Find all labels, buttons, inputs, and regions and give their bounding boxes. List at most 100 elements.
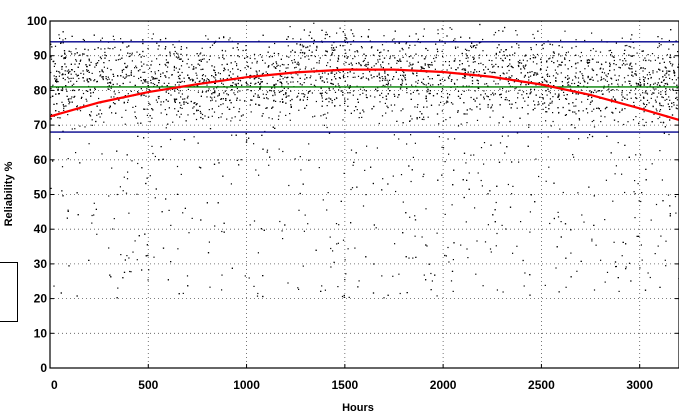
data-point	[635, 116, 637, 118]
data-point	[538, 103, 540, 105]
data-point	[447, 246, 449, 249]
data-point	[150, 64, 152, 66]
data-point	[166, 71, 168, 73]
data-point	[331, 52, 334, 54]
data-point	[581, 214, 583, 216]
data-point	[80, 59, 82, 61]
data-point	[493, 65, 495, 67]
data-point	[400, 60, 402, 62]
data-point	[595, 50, 597, 52]
data-point	[635, 63, 637, 65]
data-point	[522, 97, 524, 99]
data-point	[383, 57, 386, 59]
data-point	[334, 98, 336, 101]
data-point	[271, 64, 273, 66]
data-point	[623, 62, 625, 65]
data-point	[272, 76, 274, 78]
data-point	[502, 116, 504, 118]
data-point	[404, 74, 406, 76]
data-point	[201, 75, 204, 77]
data-point	[496, 232, 498, 235]
data-point	[245, 141, 248, 143]
data-point	[262, 34, 264, 36]
data-point	[344, 259, 346, 261]
data-point	[207, 252, 210, 254]
data-point	[398, 42, 400, 44]
data-point	[146, 88, 148, 90]
data-point	[621, 90, 623, 92]
data-point	[351, 187, 354, 189]
data-point	[450, 80, 452, 82]
data-point	[425, 279, 427, 281]
data-point	[207, 38, 209, 40]
data-point	[663, 61, 665, 63]
data-point	[600, 67, 602, 69]
data-point	[130, 39, 132, 41]
data-point	[290, 90, 292, 92]
data-point	[451, 270, 454, 272]
data-point	[518, 44, 520, 46]
data-point	[58, 75, 60, 77]
data-point	[417, 38, 419, 40]
data-point	[658, 68, 660, 70]
data-point	[258, 96, 260, 98]
data-point	[107, 76, 109, 78]
data-point	[191, 78, 193, 80]
data-point	[315, 79, 317, 81]
data-point	[603, 87, 605, 89]
data-point	[292, 81, 294, 83]
data-point	[545, 120, 547, 122]
data-point	[385, 83, 387, 85]
data-point	[598, 90, 600, 92]
data-point	[287, 76, 289, 78]
data-point	[520, 68, 522, 70]
data-point	[401, 82, 403, 84]
data-point	[230, 55, 232, 57]
data-point	[201, 91, 203, 93]
data-point	[493, 94, 495, 96]
data-point	[356, 186, 358, 188]
data-point	[648, 59, 650, 61]
data-point	[169, 51, 171, 53]
data-point	[53, 75, 55, 77]
data-point	[263, 97, 265, 99]
data-point	[208, 88, 210, 90]
data-point	[294, 158, 296, 160]
data-point	[132, 106, 134, 108]
data-point	[499, 75, 501, 77]
data-point	[336, 32, 338, 34]
data-point	[306, 98, 308, 101]
data-point	[209, 46, 211, 49]
data-point	[313, 67, 315, 69]
data-point	[442, 55, 444, 58]
data-point	[362, 92, 364, 94]
data-point	[120, 75, 122, 77]
data-point	[52, 95, 54, 97]
data-point	[659, 110, 661, 112]
data-point	[459, 97, 461, 99]
data-point	[347, 92, 349, 94]
data-point	[247, 65, 249, 67]
data-point	[393, 76, 395, 78]
data-point	[190, 100, 192, 103]
data-point	[200, 112, 202, 114]
data-point	[297, 287, 299, 289]
data-point	[358, 117, 360, 119]
data-point	[62, 195, 64, 197]
data-point	[628, 156, 630, 158]
data-point	[215, 79, 217, 81]
data-point	[126, 178, 129, 180]
data-point	[277, 80, 279, 82]
data-point	[416, 90, 418, 92]
data-point	[571, 82, 573, 85]
data-point	[435, 56, 437, 59]
data-point	[524, 55, 526, 57]
data-point	[442, 147, 445, 149]
data-point	[187, 58, 189, 60]
data-point	[516, 43, 518, 45]
data-point	[508, 76, 510, 78]
data-point	[630, 55, 632, 57]
data-point	[540, 58, 542, 60]
data-point	[587, 137, 589, 139]
data-point	[66, 70, 68, 72]
